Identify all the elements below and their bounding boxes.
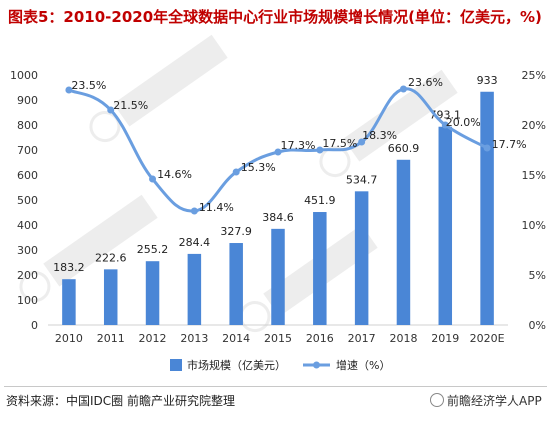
growth-value-label: 14.6%: [157, 168, 192, 181]
brand-mark: 前瞻经济学人APP: [430, 392, 542, 409]
growth-point: [441, 121, 449, 129]
y-left-tick-label: 900: [17, 94, 38, 107]
bar: [187, 253, 202, 325]
legend-line-marker: [313, 361, 320, 369]
bar-value-label: 327.9: [220, 225, 252, 238]
bar: [480, 91, 494, 325]
legend-bar-label: 市场规模（亿美元）: [187, 358, 286, 372]
source-label: 资料来源：: [6, 394, 67, 408]
y-left-tick-label: 800: [17, 119, 38, 132]
chart-title: 图表5：2010-2020年全球数据中心行业市场规模增长情况(单位：亿美元，%): [8, 8, 542, 26]
growth-value-label: 21.5%: [113, 99, 148, 112]
y-right-tick-label: 15%: [522, 169, 546, 182]
x-tick-label: 2012: [139, 332, 167, 345]
y-left-tick-label: 500: [17, 194, 38, 207]
y-left-tick-label: 200: [17, 269, 38, 282]
bar-value-label: 534.7: [346, 173, 378, 186]
y-left-tick-label: 700: [17, 144, 38, 157]
bar: [354, 191, 369, 325]
bar-value-label: 183.2: [53, 261, 85, 274]
growth-point: [274, 148, 282, 156]
bar-value-label: 660.9: [388, 142, 420, 155]
growth-point: [232, 168, 240, 176]
brand-text: 前瞻经济学人APP: [447, 394, 542, 408]
growth-value-label: 15.3%: [241, 161, 276, 174]
growth-point: [190, 207, 198, 215]
y-right-tick-label: 0%: [529, 319, 546, 332]
y-right-tick-label: 20%: [522, 119, 546, 132]
y-left-tick-label: 400: [17, 219, 38, 232]
legend-line-label: 增速（%）: [336, 358, 390, 372]
x-tick-label: 2017: [348, 332, 376, 345]
bars-layer: [62, 91, 494, 325]
legend: 市场规模（亿美元） 增速（%）: [170, 358, 390, 372]
y-left-tick-label: 0: [31, 319, 38, 332]
legend-bar-swatch: [170, 359, 182, 371]
bar-labels-layer: 183.2 222.6 255.2 284.4 327.9 384.6 451.9 534.7…: [53, 74, 497, 274]
bar-value-label: 933: [477, 74, 498, 87]
bar-value-label: 284.4: [179, 236, 211, 249]
growth-point: [65, 86, 73, 94]
growth-point: [316, 146, 324, 154]
bar-value-label: 255.2: [137, 243, 169, 256]
line-labels-layer: 23.5% 21.5% 14.6% 11.4% 15.3% 17.3% 17.5% 18.3%…: [71, 76, 526, 214]
x-tick-label: 2015: [264, 332, 292, 345]
x-tick-label: 2010: [55, 332, 83, 345]
y-right-tick-label: 10%: [522, 219, 546, 232]
bar: [229, 243, 243, 325]
bar: [145, 261, 160, 325]
growth-value-label: 23.6%: [408, 76, 443, 89]
growth-point: [107, 106, 115, 114]
y-left-tick-label: 600: [17, 169, 38, 182]
growth-value-label: 17.5%: [322, 137, 357, 150]
bar: [103, 269, 118, 325]
bar: [271, 228, 285, 325]
footer-divider: [4, 386, 547, 387]
y-left-tick-label: 1000: [10, 69, 38, 82]
bar-value-label: 222.6: [95, 251, 127, 264]
y-left-tick-label: 300: [17, 244, 38, 257]
bar-value-label: 384.6: [262, 211, 294, 224]
x-tick-label: 2014: [222, 332, 250, 345]
y-right-tick-label: 5%: [529, 269, 546, 282]
y-left-tick-label: 100: [17, 294, 38, 307]
source-note: 资料来源：中国IDC圈 前瞻产业研究院整理: [6, 392, 235, 409]
x-tick-label: 2016: [306, 332, 334, 345]
growth-value-label: 11.4%: [199, 201, 234, 214]
growth-point: [358, 138, 366, 146]
x-tick-label: 2018: [389, 332, 417, 345]
growth-line-layer: [65, 85, 491, 215]
growth-point: [149, 175, 157, 183]
axes-layer: 0 100 200 300 400 500 600 700 800 900 1000 0% 5% 10% 1…: [10, 69, 546, 345]
wechat-icon: [430, 393, 444, 407]
y-right-tick-label: 25%: [522, 69, 546, 82]
growth-value-label: 23.5%: [71, 79, 106, 92]
bar-value-label: 451.9: [304, 194, 336, 207]
x-tick-label: 2011: [97, 332, 125, 345]
growth-value-label: 20.0%: [446, 116, 481, 129]
growth-value-label: 17.3%: [281, 139, 316, 152]
bar: [438, 126, 453, 325]
growth-point: [399, 85, 407, 93]
growth-point: [483, 144, 491, 152]
x-tick-label: 2020E: [470, 332, 505, 345]
bar: [62, 279, 76, 325]
x-tick-label: 2013: [180, 332, 208, 345]
source-text: 中国IDC圈 前瞻产业研究院整理: [66, 394, 235, 408]
bar: [396, 159, 411, 325]
growth-value-label: 18.3%: [362, 129, 397, 142]
growth-value-label: 17.7%: [492, 138, 527, 151]
x-tick-label: 2019: [431, 332, 459, 345]
bar: [313, 212, 327, 325]
